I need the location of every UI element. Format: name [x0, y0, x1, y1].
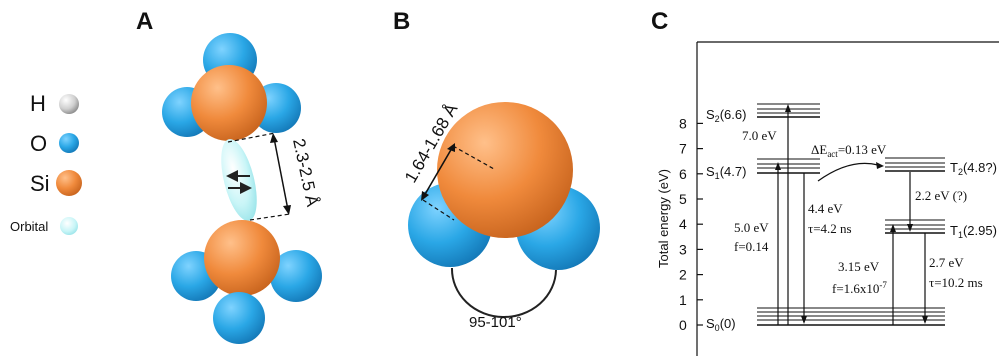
- arrowhead-icon: [801, 316, 807, 324]
- y-axis-title: Total energy (eV): [656, 169, 671, 268]
- y-tick-label: 7: [679, 141, 687, 157]
- y-tick-label: 1: [679, 292, 687, 308]
- legend-item-si: Si: [30, 170, 82, 196]
- spin-arrow-icon: [226, 170, 238, 182]
- y-tick-label: 3: [679, 241, 687, 257]
- legend-item-h: H: [30, 91, 79, 116]
- label-activation-energy: ΔEact=0.13 eV: [811, 142, 887, 159]
- label-t1-absorption: 3.15 eV: [838, 259, 880, 274]
- level-label-t1: T1(2.95): [950, 223, 997, 240]
- y-axis-ticks: 0 1 2 3 4 5 6 7 8: [679, 115, 703, 333]
- label-t1-emission: 2.7 eV: [929, 255, 964, 270]
- y-tick-label: 2: [679, 267, 687, 283]
- y-tick-label: 8: [679, 115, 687, 131]
- panel-a-structure: 2.3-2.5 Å: [162, 33, 322, 344]
- arrowhead-icon: [270, 133, 278, 143]
- bottom-silicon-atom: [204, 220, 280, 296]
- bottom-oxygen-atom: [270, 250, 322, 302]
- top-silicon-atom: [191, 65, 267, 141]
- arrowhead-icon: [922, 316, 928, 324]
- label-s2-excitation: 7.0 eV: [742, 128, 777, 143]
- level-t1-lines: [885, 219, 945, 234]
- y-tick-label: 6: [679, 166, 687, 182]
- distance-arrow: [273, 137, 289, 211]
- y-tick-label: 0: [679, 317, 687, 333]
- panel-label-c: C: [651, 8, 668, 35]
- level-label-t2: T2(4.8?): [950, 160, 997, 177]
- distance-guide: [249, 213, 291, 221]
- distance-guide: [227, 132, 276, 143]
- arrowhead-icon: [421, 191, 429, 201]
- label-s1-emission: 4.4 eV: [808, 201, 843, 216]
- hydrogen-atom-icon: [59, 94, 79, 114]
- silicon-atom: [437, 102, 573, 238]
- legend-label-o: O: [30, 131, 47, 156]
- bond-guide: [422, 199, 455, 221]
- arrowhead-icon: [907, 224, 913, 232]
- level-label-s0: S0(0): [706, 316, 736, 333]
- spin-arrow-icon: [240, 182, 252, 194]
- arrowhead-icon: [775, 162, 781, 170]
- arrowhead-icon: [785, 104, 791, 112]
- si-si-distance-label: 2.3-2.5 Å: [289, 137, 322, 209]
- panel-label-a: A: [136, 8, 153, 35]
- transition-arrows: [775, 104, 928, 325]
- arrowhead-icon: [890, 224, 896, 232]
- level-t2-lines: [885, 157, 945, 172]
- bond-angle-arc: [450, 267, 557, 318]
- level-s0-lines: [757, 307, 945, 326]
- panel-b-structure: 95-101° 1.64-1.68 Å: [401, 100, 600, 331]
- bottom-oxygen-atom: [213, 292, 265, 344]
- label-t2-t1: 2.2 eV (?): [915, 188, 967, 203]
- orbital-lobe: [221, 139, 257, 221]
- arrowhead-icon: [876, 162, 884, 169]
- label-s1-absorption: 5.0 eV: [734, 220, 769, 235]
- panel-label-b: B: [393, 8, 410, 35]
- bond-guide: [452, 145, 495, 170]
- legend-label-si: Si: [30, 171, 50, 196]
- label-s1-oscillator: f=0.14: [734, 239, 769, 254]
- label-t1-oscillator: f=1.6x10-7: [832, 280, 887, 296]
- label-t1-lifetime: τ=10.2 ms: [929, 275, 983, 290]
- label-s1-lifetime: τ=4.2 ns: [808, 221, 852, 236]
- legend: H O Si Orbital: [10, 91, 82, 235]
- bond-length-arrow: [423, 147, 453, 197]
- arrowhead-icon: [447, 143, 455, 152]
- bond-angle-label: 95-101°: [469, 314, 522, 331]
- legend-item-o: O: [30, 131, 79, 156]
- legend-label-h: H: [30, 91, 46, 116]
- energy-diagram: Total energy (eV) 0 1 2 3 4 5 6 7 8: [656, 41, 999, 356]
- arrowhead-icon: [283, 205, 291, 215]
- legend-item-orbital: Orbital: [10, 217, 78, 235]
- legend-label-orbital: Orbital: [10, 219, 48, 234]
- y-tick-label: 4: [679, 216, 687, 232]
- silicon-atom-icon: [56, 170, 82, 196]
- y-tick-label: 5: [679, 191, 687, 207]
- level-label-s2: S2(6.6): [706, 107, 746, 124]
- oxygen-atom-icon: [59, 133, 79, 153]
- level-label-s1: S1(4.7): [706, 164, 746, 181]
- orbital-icon: [60, 217, 78, 235]
